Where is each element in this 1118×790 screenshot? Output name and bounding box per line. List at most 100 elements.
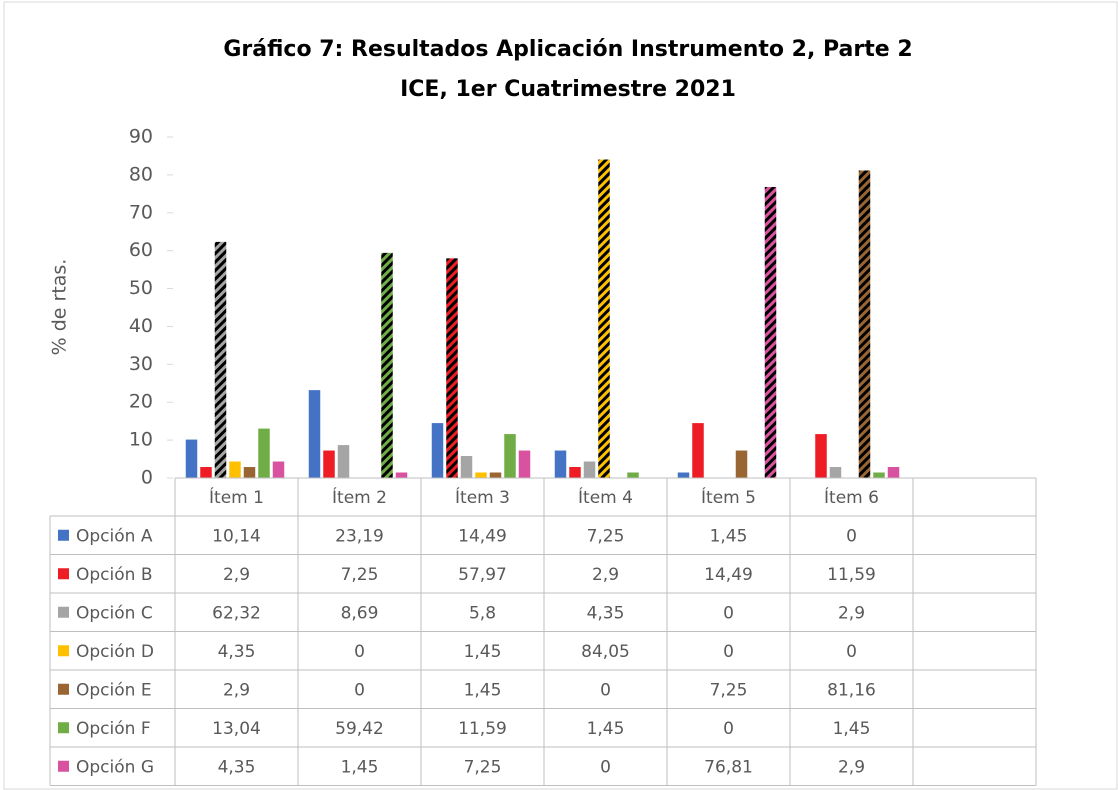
table-value: 2,9 xyxy=(592,565,619,585)
bar xyxy=(337,445,350,478)
table-value: 1,45 xyxy=(464,680,502,700)
legend-label: Opción G xyxy=(76,757,154,777)
bar xyxy=(200,467,212,478)
bar xyxy=(489,472,502,478)
x-tick-label: Ítem 6 xyxy=(824,486,879,508)
y-tick-label: 0 xyxy=(141,467,153,489)
chart-title: Gráfico 7: Resultados Aplicación Instrum… xyxy=(223,37,912,62)
bar xyxy=(308,390,321,478)
bar xyxy=(229,461,241,478)
table-value: 0 xyxy=(600,680,611,700)
table-value: 13,04 xyxy=(212,719,261,739)
y-tick-label: 10 xyxy=(129,429,153,451)
table-value: 1,45 xyxy=(464,642,502,662)
bar xyxy=(446,258,458,478)
legend-swatch xyxy=(58,760,69,772)
y-tick-label: 40 xyxy=(129,315,153,337)
table-value: 1,45 xyxy=(587,719,625,739)
table-value: 5,8 xyxy=(469,603,496,623)
x-tick-label: Ítem 2 xyxy=(332,486,387,508)
table-value: 2,9 xyxy=(838,757,865,777)
chart-subtitle: ICE, 1er Cuatrimestre 2021 xyxy=(400,77,736,102)
table-value: 59,42 xyxy=(335,719,384,739)
y-tick-label: 20 xyxy=(129,391,153,413)
bar xyxy=(258,428,270,478)
x-tick-label: Ítem 1 xyxy=(209,486,264,508)
legend-label: Opción A xyxy=(76,526,153,546)
legend-swatch xyxy=(58,645,69,657)
bar xyxy=(431,423,444,478)
legend-swatch xyxy=(58,568,69,580)
y-tick-label: 70 xyxy=(129,201,153,223)
bar xyxy=(598,159,610,478)
bar xyxy=(323,450,335,478)
table-value: 4,35 xyxy=(218,757,256,777)
bar xyxy=(395,472,408,478)
table-value: 4,35 xyxy=(218,642,256,662)
bar xyxy=(518,450,531,478)
legend-swatch xyxy=(58,683,69,695)
bar xyxy=(185,439,198,478)
y-tick-label: 90 xyxy=(129,126,153,148)
table-value: 0 xyxy=(723,603,734,623)
table-value: 1,45 xyxy=(341,757,379,777)
y-axis-label: % de rtas. xyxy=(49,259,71,356)
legend-label: Opción C xyxy=(76,603,153,623)
bar xyxy=(475,472,487,478)
bar xyxy=(692,423,704,478)
bar xyxy=(887,467,900,478)
table-value: 1,45 xyxy=(710,526,748,546)
bar xyxy=(381,252,393,478)
bar xyxy=(735,450,748,478)
legend-swatch xyxy=(58,606,69,618)
bar xyxy=(569,467,581,478)
bar xyxy=(764,186,777,478)
bar xyxy=(873,472,885,478)
table-value: 62,32 xyxy=(212,603,261,623)
bar xyxy=(858,170,871,478)
table-value: 7,25 xyxy=(710,680,748,700)
bar xyxy=(583,461,596,478)
legend-swatch xyxy=(58,529,69,541)
bar xyxy=(815,434,827,478)
x-tick-label: Ítem 4 xyxy=(578,486,633,508)
bar xyxy=(677,472,690,478)
legend-label: Opción D xyxy=(76,642,154,662)
bar xyxy=(272,461,285,478)
table-value: 81,16 xyxy=(827,680,876,700)
table-value: 0 xyxy=(354,680,365,700)
x-tick-label: Ítem 3 xyxy=(455,486,510,508)
table-value: 2,9 xyxy=(223,680,250,700)
table-value: 0 xyxy=(600,757,611,777)
table-value: 14,49 xyxy=(458,526,507,546)
table-value: 8,69 xyxy=(341,603,379,623)
table-value: 0 xyxy=(846,526,857,546)
table-value: 0 xyxy=(354,642,365,662)
table-value: 7,25 xyxy=(341,565,379,585)
y-tick-label: 80 xyxy=(129,163,153,185)
bar xyxy=(627,472,639,478)
table-value: 0 xyxy=(723,719,734,739)
table-value: 0 xyxy=(846,642,857,662)
bar xyxy=(554,450,567,478)
table-value: 7,25 xyxy=(587,526,625,546)
bar xyxy=(460,456,473,478)
legend-label: Opción F xyxy=(76,719,151,739)
table-value: 2,9 xyxy=(838,603,865,623)
table-value: 7,25 xyxy=(464,757,502,777)
legend-label: Opción E xyxy=(76,680,152,700)
y-tick-label: 60 xyxy=(129,239,153,261)
bar xyxy=(243,467,256,478)
x-tick-label: Ítem 5 xyxy=(701,486,756,508)
table-value: 1,45 xyxy=(833,719,871,739)
bar xyxy=(829,467,842,478)
table-value: 23,19 xyxy=(335,526,384,546)
y-tick-label: 30 xyxy=(129,353,153,375)
table-value: 14,49 xyxy=(704,565,753,585)
table-value: 4,35 xyxy=(587,603,625,623)
table-value: 84,05 xyxy=(581,642,630,662)
table-value: 2,9 xyxy=(223,565,250,585)
legend-swatch xyxy=(58,722,69,734)
legend-label: Opción B xyxy=(76,565,152,585)
